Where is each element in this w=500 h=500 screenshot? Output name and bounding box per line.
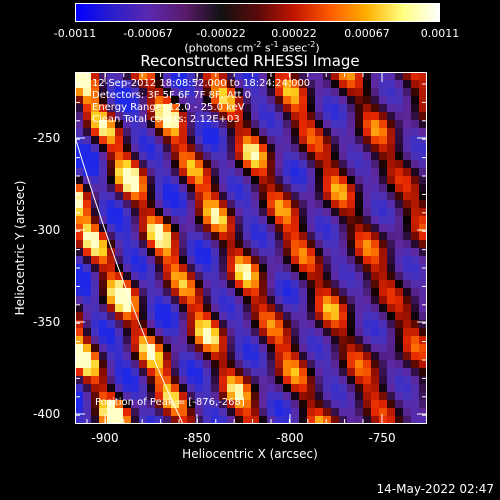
colorbar-tick-label: -0.00067	[123, 27, 173, 40]
info-energy-range: Energy Range: 12.0 - 25.0 keV	[92, 102, 245, 113]
plot-timestamp: 14-May-2022 02:47	[376, 482, 494, 496]
colorbar-tick-label: -0.0011	[53, 27, 97, 40]
y-tick-label: -300	[33, 223, 61, 237]
colorbar-tick-label: 0.0011	[420, 27, 460, 40]
y-tick-label: -400	[33, 407, 61, 421]
x-tick-label: -750	[368, 431, 396, 445]
x-tick-label: -850	[183, 431, 211, 445]
image-plot	[75, 72, 427, 424]
colorbar-tick-label: 0.00022	[271, 27, 317, 40]
y-axis-label: Heliocentric Y (arcsec)	[13, 180, 27, 316]
y-tick-label: -250	[33, 131, 61, 145]
info-detectors: Detectors: 3F 5F 6F 7F 8F, Att 0	[92, 90, 252, 101]
colorbar-tick-label: 0.00067	[344, 27, 390, 40]
plot-frame	[75, 72, 427, 424]
reconstructed-image	[75, 72, 427, 424]
colorbar-units: (photons cm-2 s-1 asec-2)	[184, 40, 320, 55]
peak-position-label: Position of Peak = [-876,-268]	[95, 397, 245, 408]
x-tick-label: -900	[91, 431, 119, 445]
y-tick-label: -350	[33, 315, 61, 329]
colorbar-tick-label: -0.00022	[196, 27, 246, 40]
colorbar	[75, 3, 440, 22]
image-title: Reconstructed RHESSI Image	[140, 52, 360, 70]
info-total-counts: Clean Total counts: 2.12E+03	[92, 114, 240, 125]
solar-limb	[75, 136, 184, 424]
x-tick-label: -800	[276, 431, 304, 445]
x-axis-label: Heliocentric X (arcsec)	[182, 447, 318, 461]
info-time-range: 12-Sep-2012 18:08:52.000 to 18:24:24.000	[92, 78, 311, 89]
